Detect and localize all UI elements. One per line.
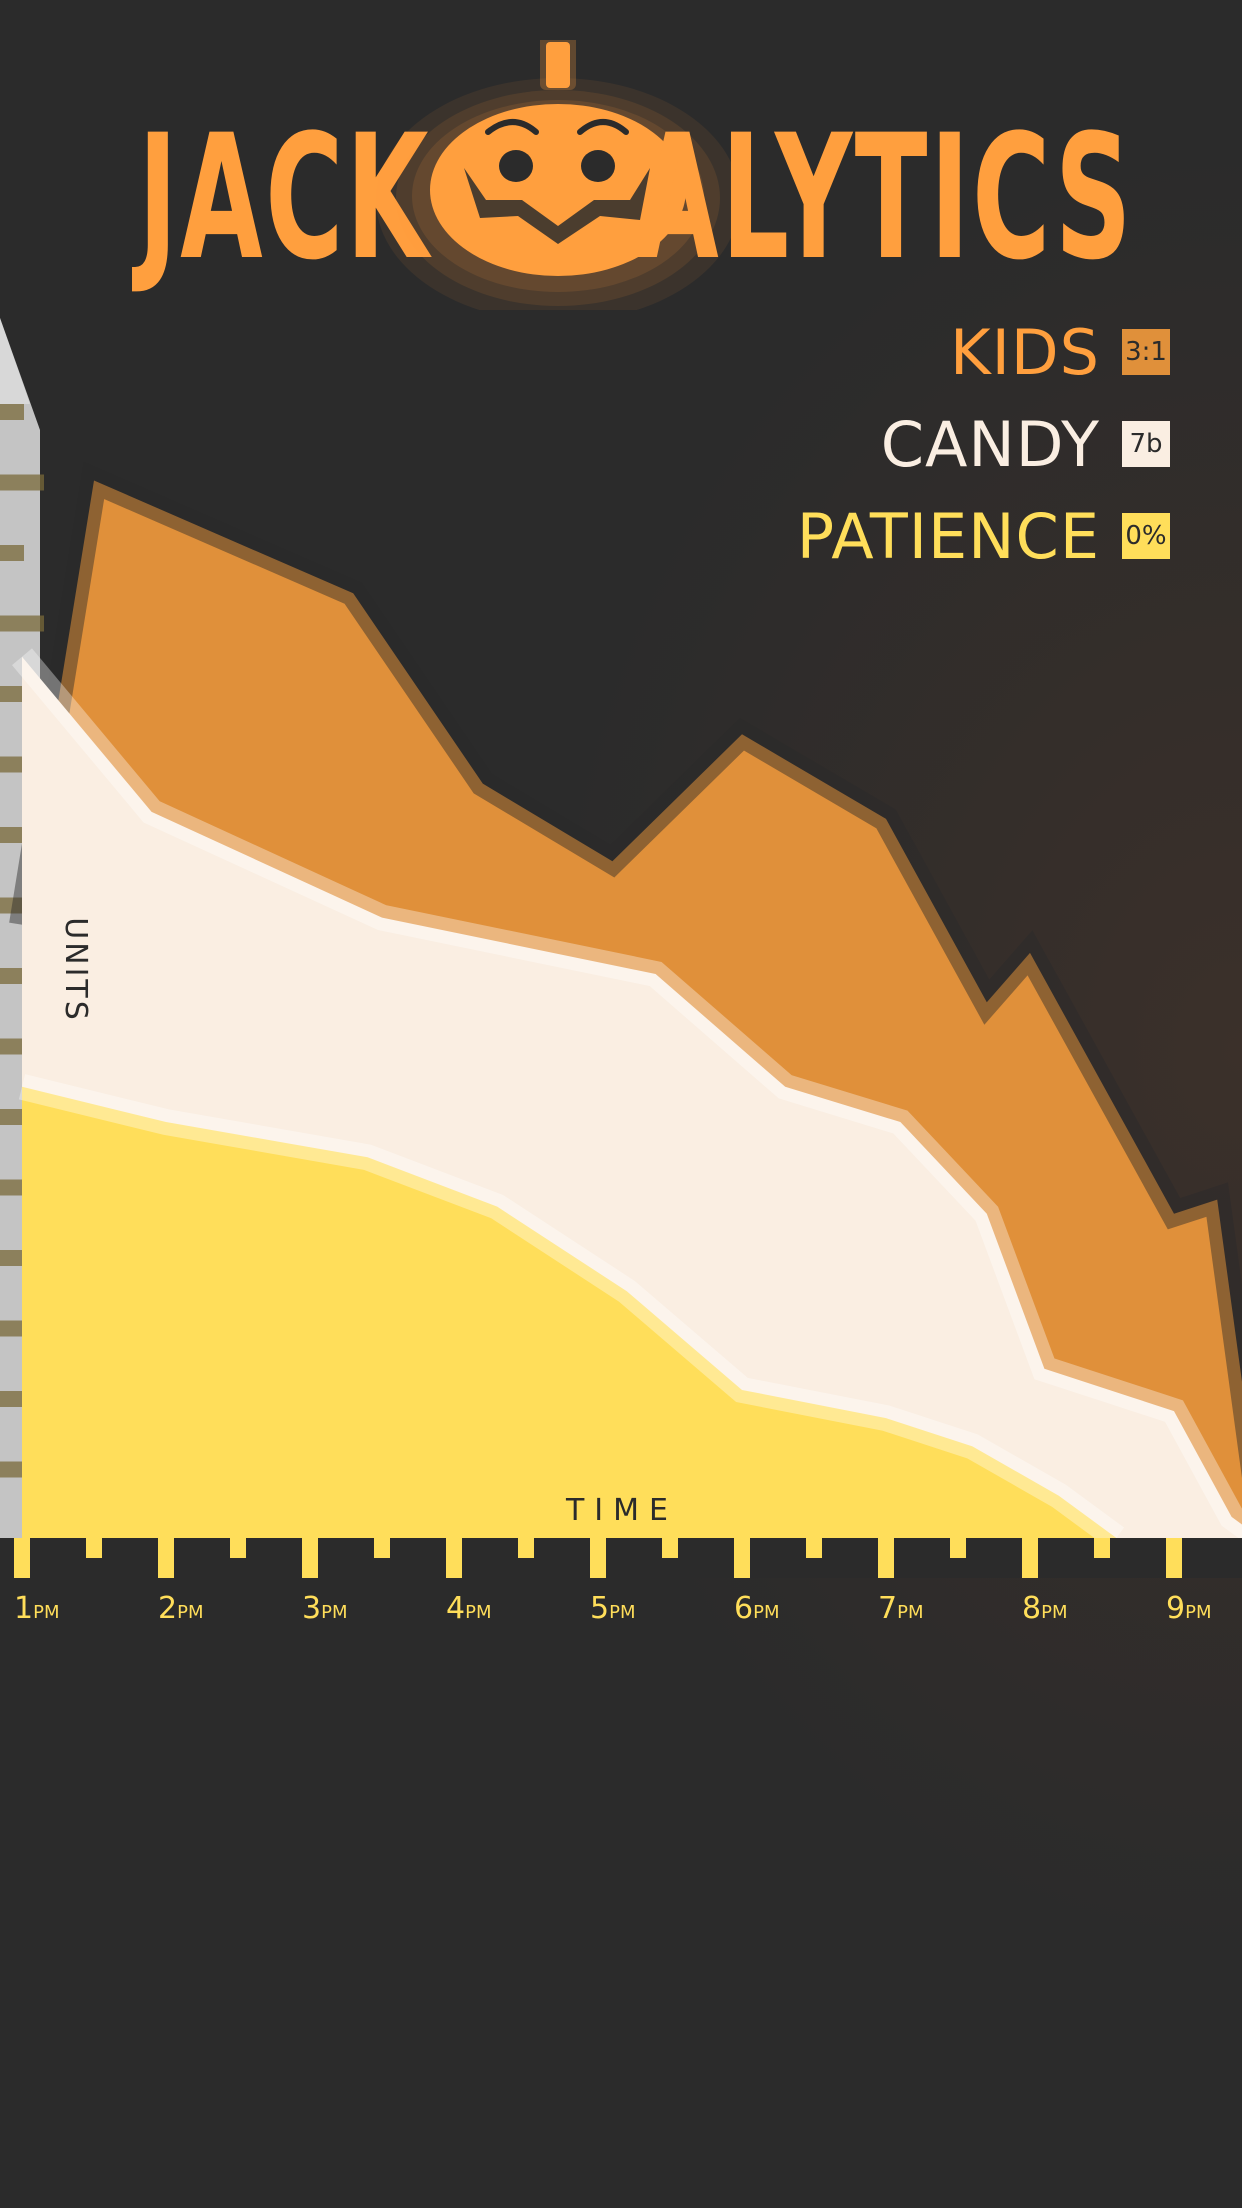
y-tick <box>0 686 24 702</box>
y-ruler-tip <box>0 318 30 404</box>
y-tick <box>0 1391 24 1407</box>
legend-badge: 0% <box>1122 513 1170 559</box>
x-major-tick <box>158 1538 174 1578</box>
x-tick-label: 1PM <box>14 1591 59 1626</box>
x-tick-label: 9PM <box>1166 1591 1211 1626</box>
legend-label: PATIENCE <box>796 499 1100 573</box>
legend-badge: 7b <box>1122 421 1170 467</box>
x-axis: 1PM 2PM 3PM 4PM 5PM 6PM 7PM 8PM 9PM <box>0 1538 1242 1626</box>
y-tick <box>0 545 24 561</box>
x-major-tick <box>1166 1538 1182 1578</box>
x-minor-tick <box>518 1538 534 1558</box>
legend-item-kids: KIDS 3:1 <box>797 306 1170 398</box>
x-tick-label: 3PM <box>302 1591 347 1626</box>
x-tick-label: 2PM <box>158 1591 203 1626</box>
legend-item-patience: PATIENCE 0% <box>797 490 1170 582</box>
area-series-patience <box>18 1074 1125 1549</box>
y-tick <box>0 474 44 491</box>
area-fill <box>22 1086 1117 1538</box>
x-major-tick <box>734 1538 750 1578</box>
x-axis-title: TIME <box>565 1493 678 1528</box>
x-major-tick <box>590 1538 606 1578</box>
area-edge <box>12 648 1242 1541</box>
legend-label: KIDS <box>949 315 1100 389</box>
x-major-tick <box>14 1538 30 1578</box>
legend: KIDS 3:1 CANDY 7b PATIENCE 0% <box>797 306 1170 582</box>
x-major-tick <box>878 1538 894 1578</box>
legend-item-candy: CANDY 7b <box>797 398 1170 490</box>
x-tick-label: 4PM <box>446 1591 491 1626</box>
area-edge <box>18 1074 1125 1549</box>
x-tick-label: 7PM <box>878 1591 923 1626</box>
legend-badge: 3:1 <box>1122 329 1170 375</box>
y-tick <box>0 1109 24 1125</box>
area-edge <box>9 461 1242 1479</box>
y-axis-title: UNITS <box>58 917 93 1023</box>
chart-areas <box>9 461 1242 1549</box>
y-tick <box>0 404 24 420</box>
legend-label: CANDY <box>880 407 1100 481</box>
x-minor-tick <box>950 1538 966 1558</box>
x-minor-tick <box>374 1538 390 1558</box>
x-minor-tick <box>230 1538 246 1558</box>
x-tick-label: 6PM <box>734 1591 779 1626</box>
x-major-tick <box>446 1538 462 1578</box>
x-minor-tick <box>806 1538 822 1558</box>
x-major-tick <box>1022 1538 1038 1578</box>
x-axis-band <box>0 1538 1242 1578</box>
title-left-text: JACK <box>138 97 432 298</box>
x-tick-label: 5PM <box>590 1591 635 1626</box>
title-right-text: ALYTICS <box>636 97 1134 298</box>
x-minor-tick <box>86 1538 102 1558</box>
y-tick <box>0 615 44 632</box>
x-major-tick <box>302 1538 318 1578</box>
y-tick <box>0 968 24 984</box>
x-minor-tick <box>1094 1538 1110 1558</box>
x-tick-label: 8PM <box>1022 1591 1067 1626</box>
y-tick <box>0 1250 24 1266</box>
y-tick <box>0 827 24 843</box>
pumpkin-icon <box>376 40 740 310</box>
app-title: JACK ALYTICS <box>0 40 1242 340</box>
x-minor-tick <box>662 1538 678 1558</box>
